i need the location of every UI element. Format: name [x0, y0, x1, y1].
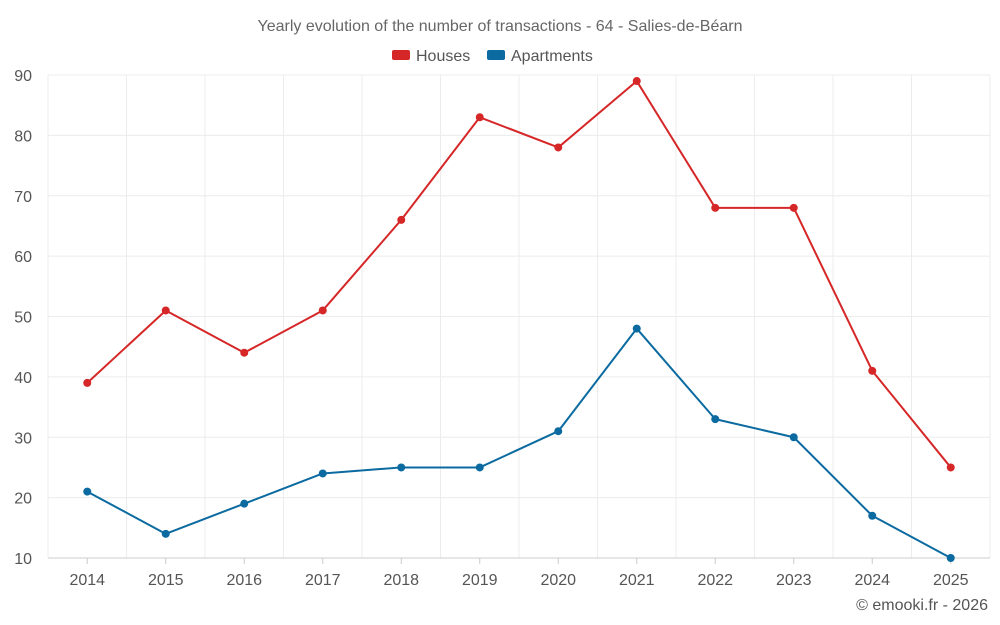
legend-label-apartments: Apartments	[511, 48, 593, 65]
y-axis: 10 20 30 40 50 60 70 80 90	[14, 68, 32, 568]
data-point-apartments-2016[interactable]	[240, 499, 249, 508]
legend-swatch-houses	[392, 50, 410, 60]
legend-label-houses: Houses	[416, 48, 470, 65]
data-point-apartments-2019[interactable]	[475, 463, 484, 472]
credit-text: © emooki.fr - 2026	[856, 597, 988, 614]
x-tick-label: 2022	[697, 572, 733, 589]
series	[83, 77, 955, 562]
legend-item-houses[interactable]: Houses	[392, 48, 470, 65]
y-tick-label: 80	[14, 128, 32, 145]
data-point-houses-2024[interactable]	[868, 366, 877, 375]
legend-item-apartments[interactable]: Apartments	[487, 48, 593, 65]
data-point-houses-2020[interactable]	[554, 143, 563, 152]
y-tick-label: 50	[14, 310, 32, 327]
data-point-houses-2014[interactable]	[83, 378, 92, 387]
x-tick-label: 2025	[933, 572, 969, 589]
data-point-apartments-2023[interactable]	[789, 433, 798, 442]
data-point-apartments-2025[interactable]	[946, 554, 955, 562]
series-line-apartments	[86, 327, 952, 559]
y-tick-label: 30	[14, 430, 32, 447]
x-axis: 2014 2015 2016 2017 2018 2019 2020 2021 2022 2023…	[48, 557, 990, 589]
x-tick-label: 2014	[69, 572, 105, 589]
x-tick-label: 2015	[148, 572, 184, 589]
x-tick-label: 2021	[619, 572, 655, 589]
data-point-houses-2021[interactable]	[632, 77, 641, 86]
y-tick-label: 10	[14, 551, 32, 568]
x-tick-label: 2023	[776, 572, 812, 589]
data-point-apartments-2015[interactable]	[161, 529, 170, 538]
x-tick-label: 2020	[540, 572, 576, 589]
grid	[47, 74, 991, 558]
data-point-houses-2017[interactable]	[318, 306, 327, 315]
series-line-houses	[86, 80, 952, 469]
data-point-apartments-2024[interactable]	[868, 511, 877, 520]
y-tick-label: 60	[14, 249, 32, 266]
y-tick-label: 20	[14, 491, 32, 508]
data-point-houses-2023[interactable]	[789, 203, 798, 212]
data-point-houses-2018[interactable]	[397, 215, 406, 224]
x-tick-label: 2024	[854, 572, 890, 589]
data-point-apartments-2018[interactable]	[397, 463, 406, 472]
chart-title: Yearly evolution of the number of transa…	[257, 18, 742, 35]
data-point-apartments-2022[interactable]	[711, 415, 720, 424]
y-tick-label: 70	[14, 189, 32, 206]
data-point-houses-2022[interactable]	[711, 203, 720, 212]
y-tick-label: 40	[14, 370, 32, 387]
data-point-houses-2015[interactable]	[161, 306, 170, 315]
legend-swatch-apartments	[487, 50, 505, 60]
x-tick-label: 2019	[462, 572, 498, 589]
x-tick-label: 2018	[383, 572, 419, 589]
data-point-houses-2016[interactable]	[240, 348, 249, 357]
data-point-apartments-2014[interactable]	[83, 487, 92, 496]
x-tick-label: 2016	[226, 572, 262, 589]
y-tick-label: 90	[14, 68, 32, 85]
data-point-apartments-2017[interactable]	[318, 469, 327, 478]
data-point-houses-2025[interactable]	[946, 463, 955, 472]
legend: Houses Apartments	[392, 48, 593, 65]
data-point-apartments-2021[interactable]	[632, 324, 641, 333]
data-point-houses-2019[interactable]	[475, 113, 484, 122]
x-tick-label: 2017	[305, 572, 341, 589]
data-point-apartments-2020[interactable]	[554, 427, 563, 436]
